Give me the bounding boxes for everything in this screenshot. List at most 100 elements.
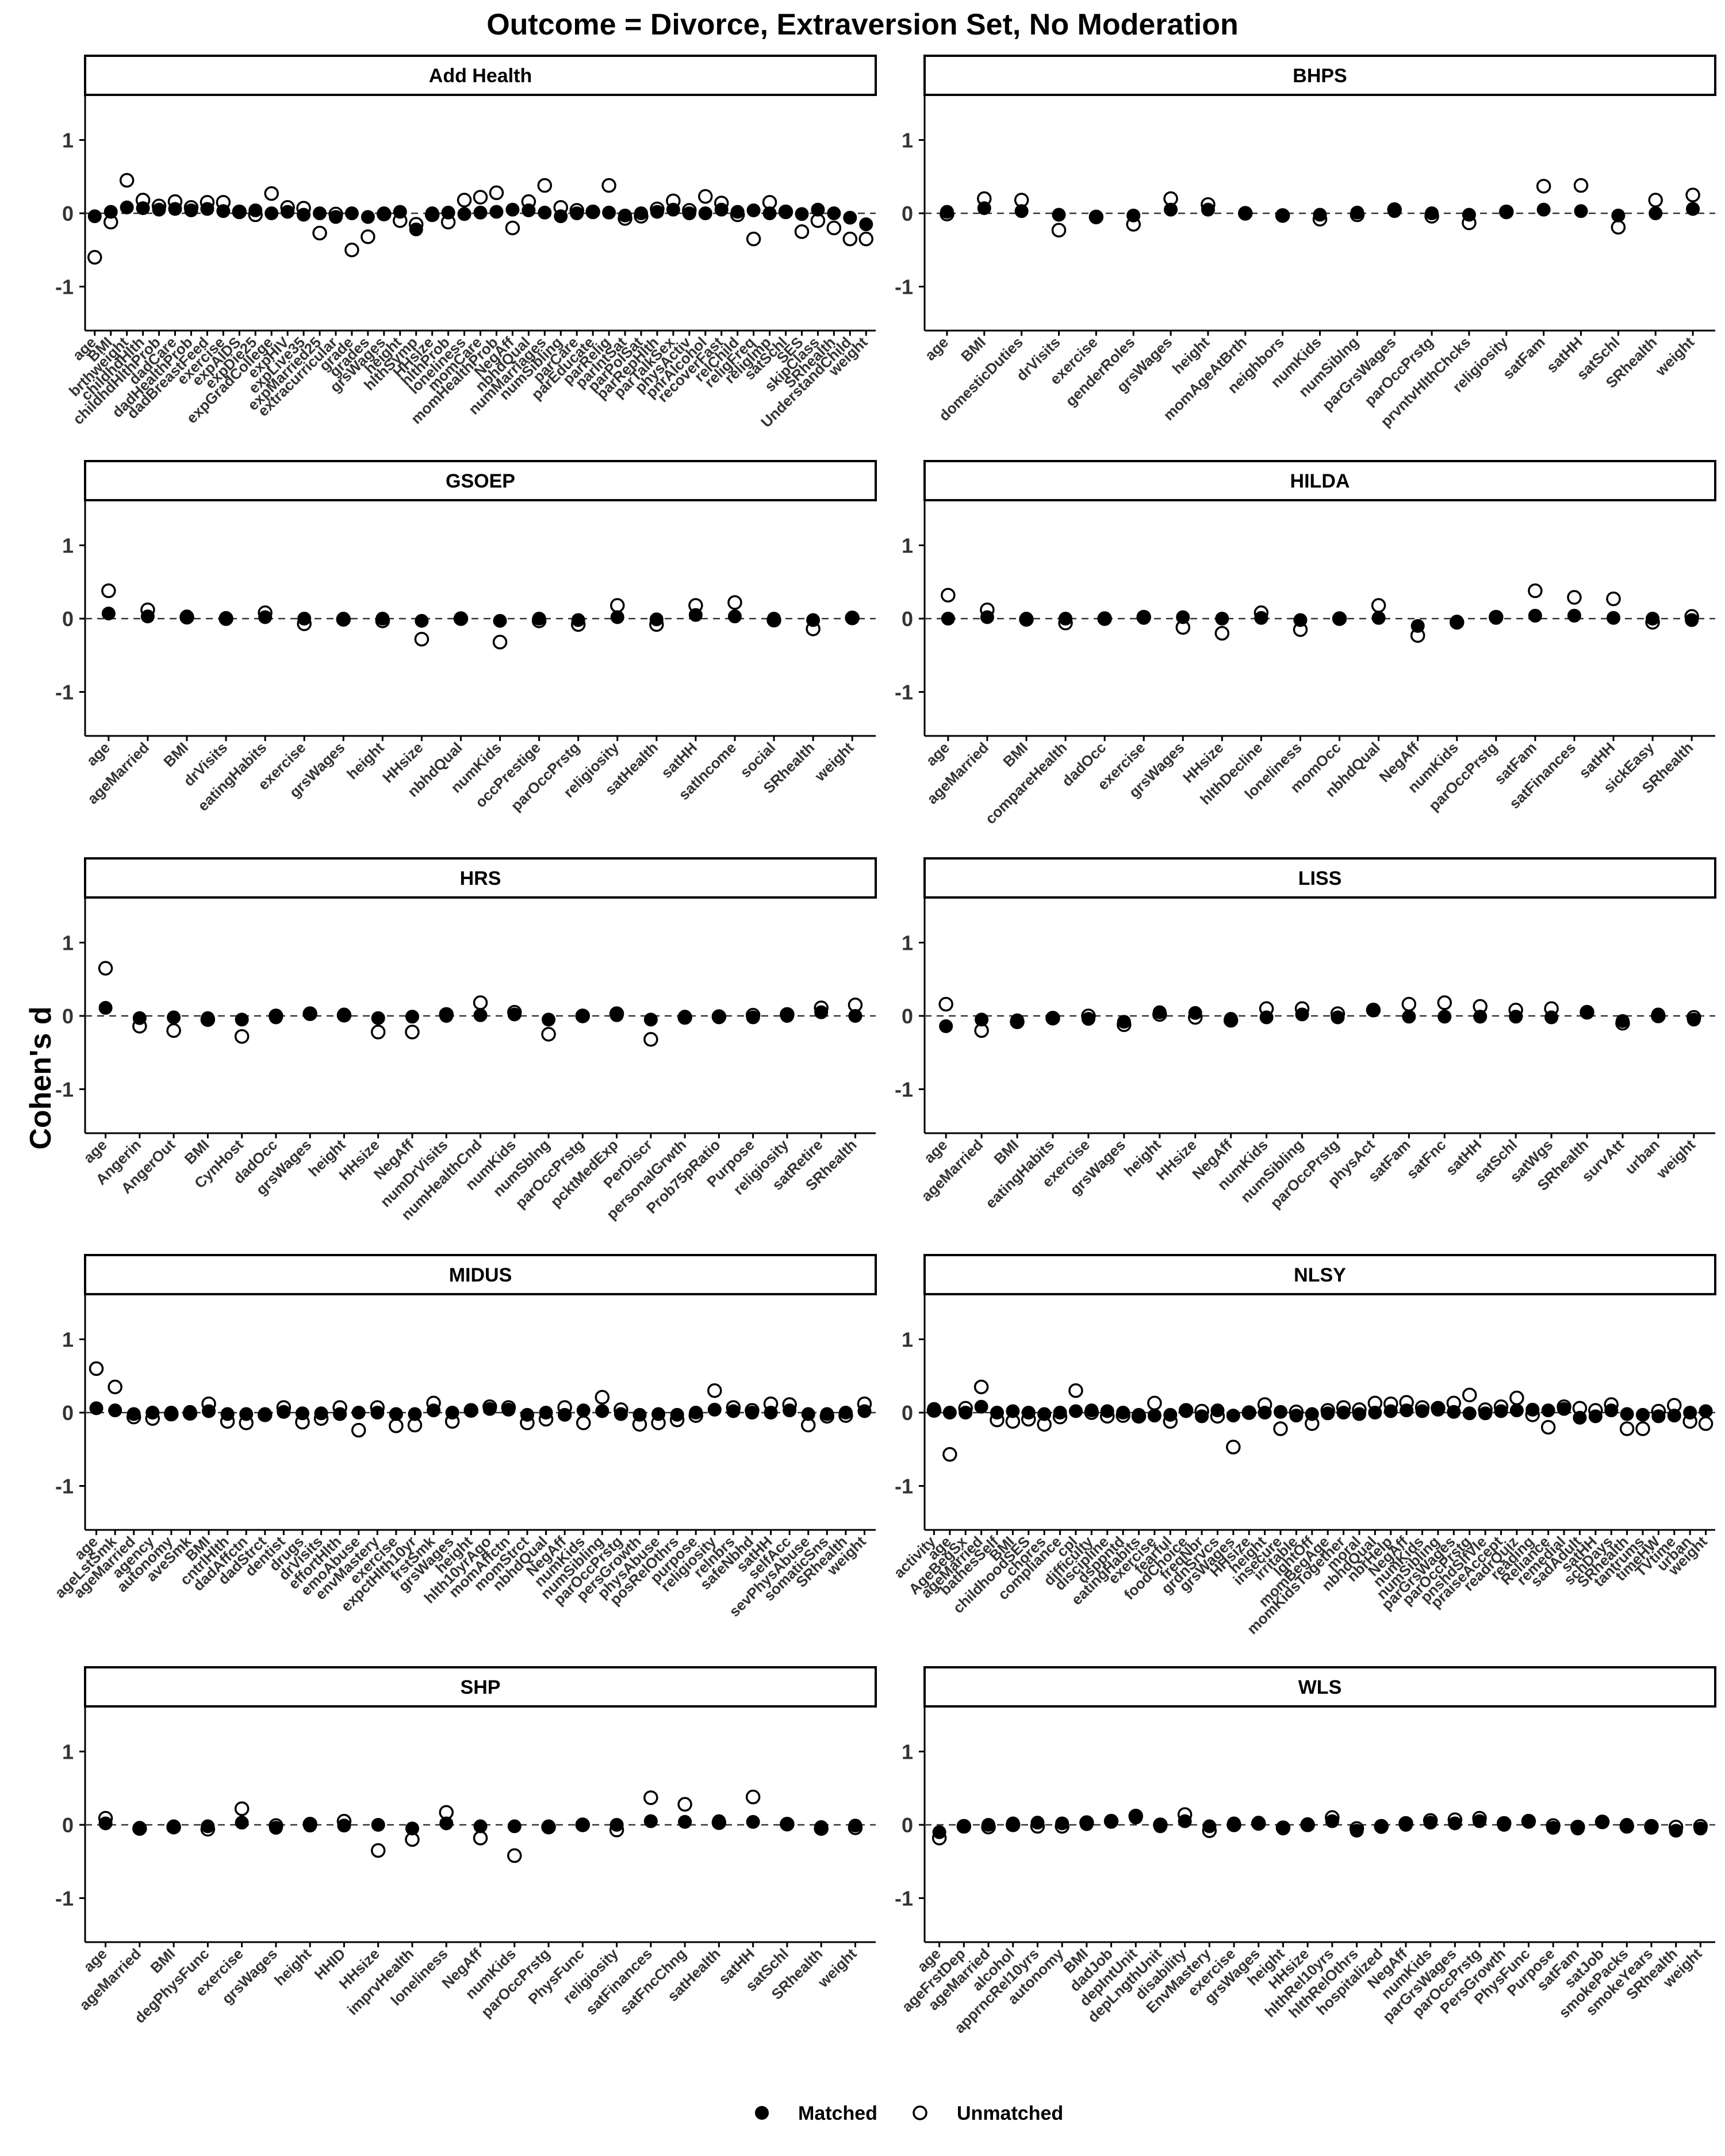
panel-nlsy: NLSY-101activityageAgeBegSxageMarriedbat… (890, 1254, 1716, 1637)
matched-point (1366, 1003, 1381, 1017)
matched-point (576, 1009, 590, 1023)
unmatched-point (1051, 222, 1067, 238)
matched-point (838, 1406, 853, 1420)
unmatched-point (826, 220, 842, 236)
matched-point (820, 1407, 834, 1421)
matched-point (501, 1402, 516, 1417)
unmatched-point (473, 190, 488, 205)
matched-point (727, 609, 742, 624)
unmatched-point (389, 1418, 404, 1433)
matched-point (982, 1818, 996, 1832)
matched-point (848, 1009, 862, 1023)
matched-point (1620, 1818, 1634, 1832)
unmatched-point (1540, 1420, 1556, 1435)
matched-point (1473, 1010, 1488, 1024)
matched-point (313, 206, 327, 220)
matched-point (1604, 1403, 1619, 1418)
matched-point (1147, 1409, 1162, 1423)
matched-point (152, 202, 166, 217)
unmatched-point (1619, 1421, 1635, 1436)
matched-point (1644, 1821, 1658, 1835)
legend-matched-label: Matched (798, 2103, 877, 2124)
matched-point (634, 206, 648, 220)
y-tick-label: 0 (62, 1004, 74, 1028)
matched-point (248, 203, 263, 217)
matched-point (542, 1819, 556, 1833)
matched-point (1030, 1816, 1045, 1830)
matched-point (297, 208, 311, 222)
matched-point (688, 608, 703, 622)
matched-point (1620, 1407, 1634, 1421)
matched-point (614, 1407, 628, 1421)
matched-point (682, 206, 696, 220)
matched-point (1536, 202, 1551, 217)
panel-strip (84, 460, 877, 501)
matched-point (389, 1407, 403, 1421)
matched-point (1473, 1814, 1487, 1828)
matched-point (108, 1403, 122, 1418)
matched-point (132, 1011, 147, 1025)
matched-point (1116, 1406, 1130, 1420)
unmatched-point (576, 1415, 591, 1430)
panel-title: BHPS (1293, 65, 1347, 87)
unmatched-point (601, 178, 616, 193)
matched-point (746, 203, 761, 217)
y-tick-label: 1 (62, 1740, 74, 1764)
matched-point (377, 206, 391, 220)
unmatched-point (794, 224, 810, 239)
matched-point (712, 1814, 726, 1828)
unmatched-point (370, 1025, 386, 1039)
matched-point (101, 607, 116, 621)
matched-point (201, 1011, 215, 1025)
matched-point (235, 1816, 249, 1830)
matched-point (942, 1406, 957, 1420)
matched-point (1683, 1406, 1697, 1420)
matched-point (1387, 204, 1402, 218)
matched-point (132, 1821, 147, 1835)
matched-point (1164, 202, 1178, 217)
matched-point (1574, 204, 1588, 218)
matched-point (164, 1406, 178, 1420)
matched-point (806, 613, 821, 627)
matched-point (1137, 611, 1151, 625)
matched-point (1045, 1011, 1060, 1025)
y-tick-label: 0 (62, 607, 74, 631)
unmatched-point (677, 1797, 692, 1812)
matched-point (140, 609, 155, 624)
matched-point (264, 206, 279, 220)
matched-point (678, 1010, 692, 1024)
matched-point (845, 611, 860, 625)
matched-point (650, 205, 664, 219)
unmatched-point (643, 1790, 658, 1805)
unmatched-point (1462, 1387, 1477, 1403)
y-tick-label: 1 (62, 931, 74, 955)
matched-point (1068, 1404, 1083, 1418)
y-tick-label: 1 (902, 534, 913, 558)
matched-point (1544, 1010, 1559, 1025)
matched-point (1079, 1817, 1094, 1831)
matched-point (1595, 1814, 1609, 1829)
matched-point (98, 1816, 113, 1831)
matched-point (1202, 1819, 1217, 1833)
matched-point (98, 1000, 113, 1015)
y-tick-label: 0 (902, 1401, 913, 1425)
unmatched-point (1273, 1421, 1288, 1436)
matched-point (1301, 1817, 1315, 1831)
matched-point (698, 206, 712, 220)
unmatched-point (595, 1390, 610, 1405)
matched-point (783, 1403, 797, 1418)
matched-point (1521, 1814, 1536, 1829)
matched-point (857, 1404, 872, 1418)
unmatched-point (942, 1447, 957, 1462)
matched-point (1607, 611, 1621, 625)
matched-point (1331, 1010, 1345, 1025)
unmatched-point (727, 595, 742, 610)
matched-point (940, 205, 954, 219)
unmatched-point (507, 1848, 522, 1863)
matched-point (1402, 1010, 1416, 1024)
unmatched-point (1606, 591, 1621, 607)
matched-point (801, 1407, 815, 1421)
unmatched-point (457, 193, 472, 208)
unmatched-point (707, 1383, 722, 1398)
y-tick-label: 1 (902, 129, 913, 152)
